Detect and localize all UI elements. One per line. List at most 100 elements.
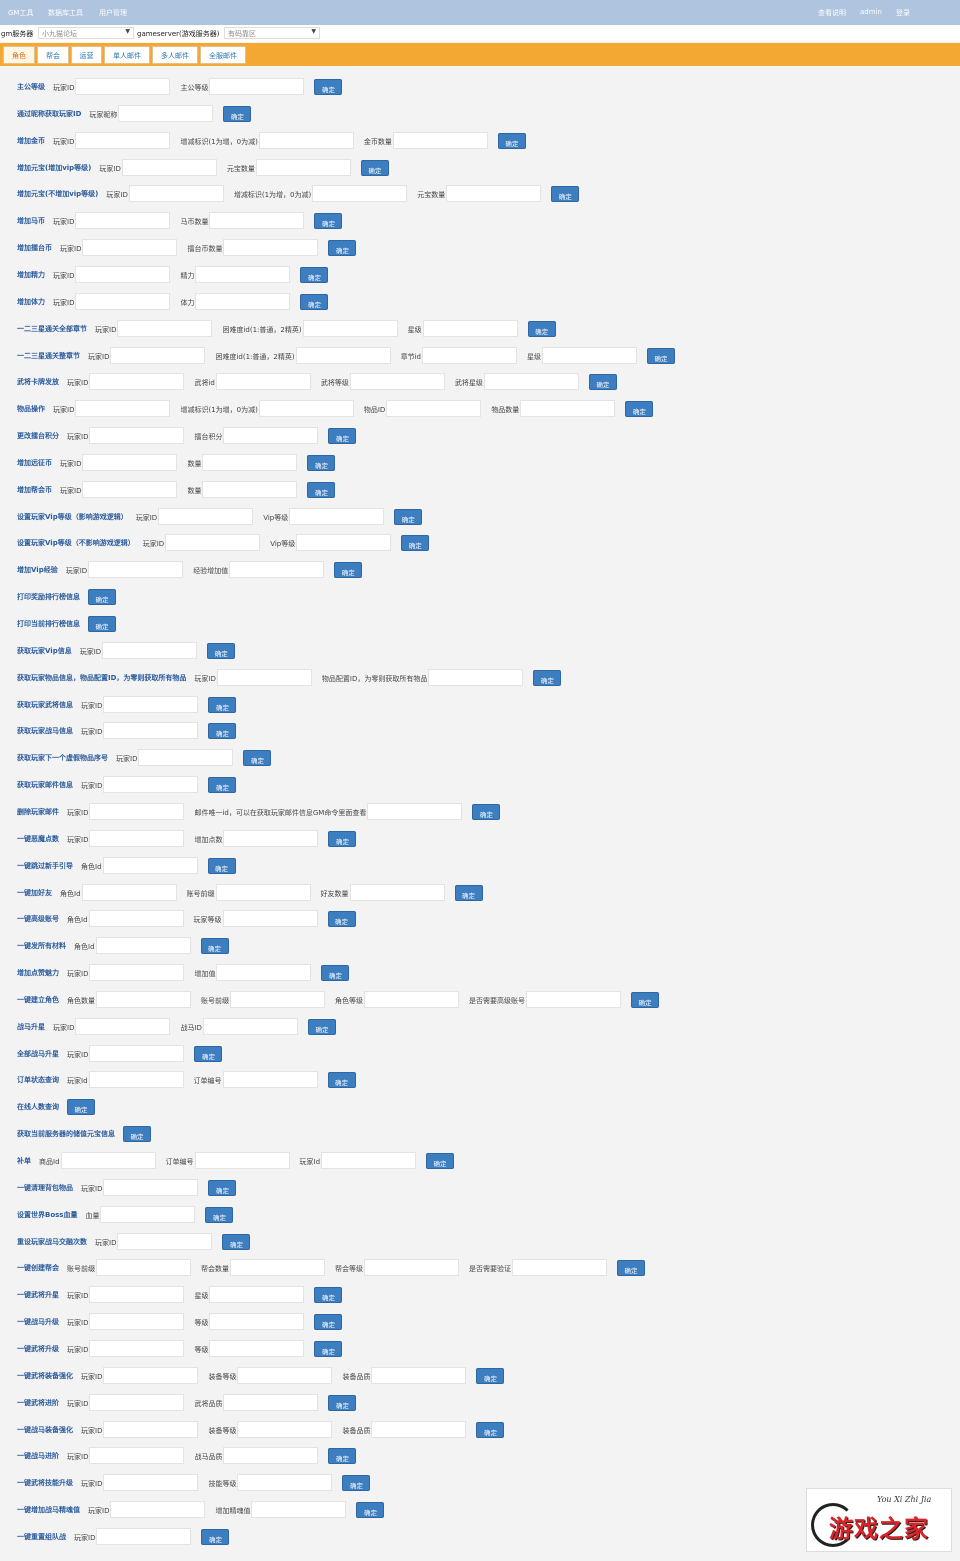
field-input[interactable] bbox=[302, 319, 398, 337]
field-input[interactable] bbox=[89, 1393, 185, 1411]
field-input[interactable] bbox=[209, 1339, 305, 1357]
confirm-button[interactable]: 确定 bbox=[67, 1099, 95, 1116]
confirm-button[interactable]: 确定 bbox=[201, 1528, 230, 1545]
nav-login[interactable]: 登录 bbox=[896, 9, 910, 17]
field-input[interactable] bbox=[349, 373, 445, 391]
field-input[interactable] bbox=[88, 561, 184, 579]
confirm-button[interactable]: 确定 bbox=[328, 428, 357, 445]
field-input[interactable] bbox=[195, 265, 291, 283]
confirm-button[interactable]: 确定 bbox=[401, 535, 430, 552]
confirm-button[interactable]: 确定 bbox=[222, 1233, 251, 1250]
field-input[interactable] bbox=[202, 480, 298, 498]
field-input[interactable] bbox=[103, 722, 199, 740]
field-input[interactable] bbox=[215, 373, 311, 391]
game-server-select[interactable]: 有码靠区 ▼ bbox=[224, 27, 320, 39]
field-input[interactable] bbox=[75, 1017, 171, 1035]
field-input[interactable] bbox=[89, 373, 185, 391]
field-input[interactable] bbox=[209, 78, 305, 95]
field-input[interactable] bbox=[216, 668, 312, 686]
confirm-button[interactable]: 确定 bbox=[497, 132, 526, 149]
field-input[interactable] bbox=[321, 1152, 417, 1169]
field-input[interactable] bbox=[75, 265, 171, 283]
field-input[interactable] bbox=[312, 185, 408, 203]
confirm-button[interactable]: 确定 bbox=[208, 1179, 237, 1196]
confirm-button[interactable]: 确定 bbox=[314, 79, 343, 95]
field-input[interactable] bbox=[118, 104, 214, 122]
field-input[interactable] bbox=[117, 319, 213, 337]
field-input[interactable] bbox=[121, 158, 217, 176]
confirm-button[interactable]: 确定 bbox=[527, 320, 556, 337]
confirm-button[interactable]: 确定 bbox=[194, 1045, 223, 1062]
field-input[interactable] bbox=[223, 427, 319, 445]
confirm-button[interactable]: 确定 bbox=[356, 1502, 385, 1519]
field-input[interactable] bbox=[386, 400, 482, 418]
field-input[interactable] bbox=[89, 1339, 185, 1357]
field-input[interactable] bbox=[138, 749, 234, 767]
confirm-button[interactable]: 确定 bbox=[223, 105, 252, 122]
confirm-button[interactable]: 确定 bbox=[314, 1340, 343, 1357]
confirm-button[interactable]: 确定 bbox=[307, 454, 336, 471]
field-input[interactable] bbox=[541, 346, 637, 364]
confirm-button[interactable]: 确定 bbox=[631, 991, 659, 1008]
field-input[interactable] bbox=[209, 1286, 305, 1304]
confirm-button[interactable]: 确定 bbox=[472, 803, 501, 820]
tab-role[interactable]: 角色 bbox=[3, 46, 35, 64]
field-input[interactable] bbox=[216, 964, 312, 982]
field-input[interactable] bbox=[237, 1366, 333, 1384]
field-input[interactable] bbox=[82, 453, 178, 471]
confirm-button[interactable]: 确定 bbox=[588, 374, 617, 391]
field-input[interactable] bbox=[289, 507, 385, 525]
field-input[interactable] bbox=[96, 1259, 191, 1277]
field-input[interactable] bbox=[237, 1474, 333, 1492]
nav-gm-tools[interactable]: GM工具 bbox=[8, 9, 34, 17]
field-input[interactable] bbox=[103, 1420, 199, 1438]
field-input[interactable] bbox=[195, 292, 291, 310]
field-input[interactable] bbox=[103, 776, 199, 794]
field-input[interactable] bbox=[89, 964, 185, 982]
tab-operation[interactable]: 运营 bbox=[71, 46, 102, 64]
confirm-button[interactable]: 确定 bbox=[327, 1072, 356, 1089]
nav-user-management[interactable]: 用户管理 bbox=[99, 9, 127, 17]
confirm-button[interactable]: 确定 bbox=[321, 965, 350, 982]
field-input[interactable] bbox=[128, 185, 224, 203]
confirm-button[interactable]: 确定 bbox=[394, 508, 423, 525]
confirm-button[interactable]: 确定 bbox=[207, 642, 236, 659]
field-input[interactable] bbox=[110, 346, 206, 364]
field-input[interactable] bbox=[222, 910, 318, 928]
field-input[interactable] bbox=[165, 534, 261, 552]
confirm-button[interactable]: 确定 bbox=[207, 857, 236, 874]
field-input[interactable] bbox=[446, 185, 542, 203]
field-input[interactable] bbox=[75, 131, 171, 149]
confirm-button[interactable]: 确定 bbox=[533, 669, 562, 686]
field-input[interactable] bbox=[75, 78, 171, 95]
confirm-button[interactable]: 确定 bbox=[426, 1153, 455, 1169]
confirm-button[interactable]: 确定 bbox=[551, 186, 580, 203]
field-input[interactable] bbox=[209, 212, 305, 230]
confirm-button[interactable]: 确定 bbox=[328, 830, 357, 847]
field-input[interactable] bbox=[371, 1420, 467, 1438]
confirm-button[interactable]: 确定 bbox=[327, 911, 356, 928]
nav-help[interactable]: 查看说明 bbox=[818, 9, 846, 17]
confirm-button[interactable]: 确定 bbox=[307, 1018, 336, 1035]
field-input[interactable] bbox=[421, 346, 517, 364]
field-input[interactable] bbox=[483, 373, 579, 391]
field-input[interactable] bbox=[295, 346, 391, 364]
field-input[interactable] bbox=[428, 668, 524, 686]
field-input[interactable] bbox=[194, 1152, 290, 1169]
field-input[interactable] bbox=[230, 1259, 325, 1277]
field-input[interactable] bbox=[364, 990, 459, 1008]
field-input[interactable] bbox=[117, 1232, 213, 1250]
confirm-button[interactable]: 确定 bbox=[328, 1394, 357, 1411]
field-input[interactable] bbox=[223, 829, 319, 847]
confirm-button[interactable]: 确定 bbox=[342, 1475, 371, 1492]
confirm-button[interactable]: 确定 bbox=[200, 938, 229, 955]
field-input[interactable] bbox=[82, 239, 178, 257]
field-input[interactable] bbox=[88, 1071, 184, 1089]
confirm-button[interactable]: 确定 bbox=[307, 481, 336, 498]
field-input[interactable] bbox=[349, 883, 445, 901]
field-input[interactable] bbox=[95, 937, 191, 955]
field-input[interactable] bbox=[237, 1420, 333, 1438]
field-input[interactable] bbox=[89, 829, 185, 847]
field-input[interactable] bbox=[102, 641, 198, 659]
field-input[interactable] bbox=[202, 1017, 298, 1035]
